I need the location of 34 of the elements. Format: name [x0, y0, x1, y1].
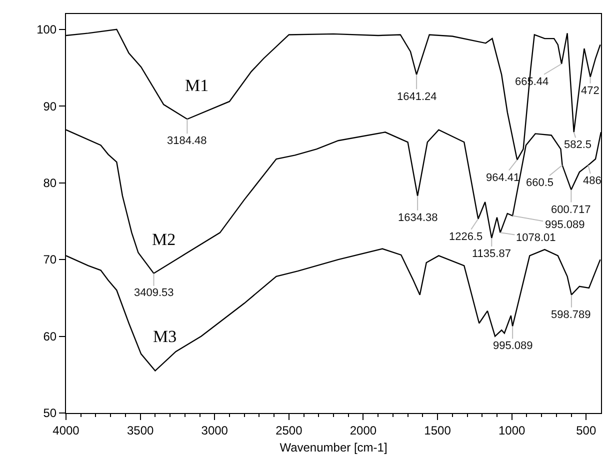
x-axis-title: Wavenumber [cm-1]	[280, 440, 388, 454]
annotation: 995.089	[493, 340, 533, 352]
x-tick-label: 500	[576, 423, 596, 438]
annotation: 660.5	[526, 177, 554, 189]
y-tick-label: 50	[43, 406, 57, 420]
annotation: 1135.87	[472, 248, 511, 260]
annotation: 472	[581, 85, 600, 97]
annotation: 1226.5	[449, 231, 483, 243]
annotation: 486	[583, 175, 602, 187]
annotation: 3184.48	[167, 135, 207, 147]
y-tick-label: 100	[36, 22, 57, 37]
annotation: 582.5	[564, 139, 592, 151]
series-label: M2	[152, 230, 176, 249]
y-tick-label: 60	[43, 329, 57, 344]
y-tick-label: 80	[43, 176, 57, 190]
y-tick-label: 90	[43, 99, 57, 114]
annotation: 964.41	[486, 172, 520, 184]
annotation: 1641.24	[397, 91, 437, 103]
series-label: M1	[185, 76, 209, 95]
x-tick-label: 3000	[201, 423, 228, 438]
annotation: 995.089	[545, 219, 585, 231]
annotation: 598.789	[551, 309, 591, 321]
annotation: 1634.38	[398, 212, 438, 224]
x-tick-label: 2000	[350, 423, 377, 438]
annotation: 3409.53	[134, 287, 174, 299]
x-tick-label: 2500	[276, 423, 303, 438]
x-tick-label: 3500	[126, 423, 154, 438]
series-label: M3	[153, 327, 177, 346]
x-tick-label: 1000	[498, 423, 526, 438]
annotation: 1078.01	[516, 232, 556, 244]
annotation: 600.717	[551, 204, 591, 216]
x-tick-label: 1500	[424, 423, 452, 438]
x-tick-label: 4000	[52, 423, 80, 438]
y-tick-label: 70	[43, 252, 57, 267]
